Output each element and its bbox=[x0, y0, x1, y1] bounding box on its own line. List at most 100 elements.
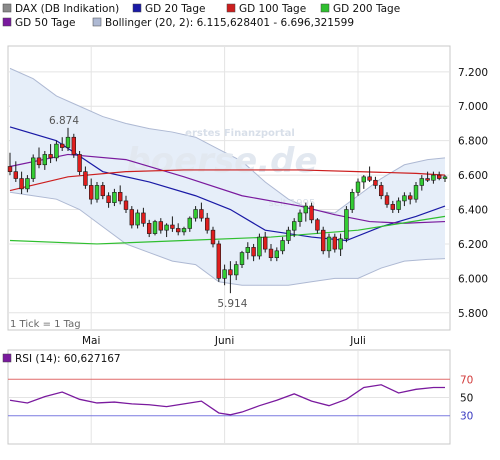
candle-down bbox=[176, 228, 181, 233]
candle-up bbox=[291, 221, 297, 231]
candle-up bbox=[65, 136, 71, 148]
candle-up bbox=[112, 192, 117, 203]
candle-down bbox=[390, 204, 395, 210]
price-ytick-label: 5.800 bbox=[458, 308, 488, 320]
legend-label: GD 200 Tage bbox=[333, 3, 400, 15]
candle-up bbox=[164, 224, 169, 231]
low-annotation: 5.914 bbox=[217, 298, 247, 310]
price-ytick-label: 6.000 bbox=[458, 273, 488, 285]
rsi-legend-swatch bbox=[2, 353, 12, 363]
candle-up bbox=[152, 221, 158, 234]
candle-down bbox=[129, 209, 134, 226]
legend-swatch bbox=[2, 17, 12, 27]
candle-down bbox=[251, 247, 256, 257]
candle-up bbox=[222, 269, 227, 279]
candle-up bbox=[349, 192, 355, 210]
price-ytick-label: 7.000 bbox=[458, 101, 488, 113]
price-ytick-label: 6.400 bbox=[458, 205, 488, 217]
candle-up bbox=[181, 228, 187, 233]
price-axes: 5.800 6.000 6.200 6.400 6.600 6.800 7.000 7.200… bbox=[82, 67, 488, 347]
candle-up bbox=[431, 174, 436, 181]
candle-up bbox=[338, 238, 343, 250]
bollinger-fill bbox=[10, 68, 445, 286]
candle-down bbox=[205, 217, 210, 231]
candle-down bbox=[59, 143, 65, 148]
candle-down bbox=[332, 236, 337, 250]
candle-up bbox=[54, 143, 59, 159]
legend-swatch bbox=[226, 3, 236, 13]
candle-down bbox=[141, 212, 146, 224]
tick-note: 1 Tick = 1 Tag bbox=[10, 319, 81, 330]
candle-down bbox=[71, 136, 77, 155]
rsi-ytick-label: 50 bbox=[460, 393, 473, 405]
candle-up bbox=[344, 209, 349, 240]
price-candles bbox=[7, 127, 448, 294]
moving-averages bbox=[9, 126, 446, 245]
candle-up bbox=[280, 240, 285, 252]
gd-200-line bbox=[9, 215, 446, 245]
candle-up bbox=[187, 217, 192, 229]
rsi-ytick-label: 30 bbox=[460, 411, 473, 423]
candle-down bbox=[19, 178, 24, 190]
candle-up bbox=[355, 181, 361, 193]
candle-down bbox=[7, 166, 13, 172]
month-label: Juni bbox=[214, 335, 234, 347]
candle-down bbox=[158, 221, 163, 231]
candle-up bbox=[361, 176, 366, 183]
candle-up bbox=[193, 209, 198, 219]
candle-up bbox=[286, 229, 291, 241]
candle-up bbox=[326, 236, 332, 252]
watermark-since: seit 1995 bbox=[269, 198, 316, 209]
candle-up bbox=[42, 154, 48, 166]
candle-down bbox=[210, 229, 216, 245]
legend-label: DAX (DB Indikation) bbox=[15, 3, 119, 15]
candle-up bbox=[413, 185, 419, 200]
candle-down bbox=[320, 229, 326, 252]
price-annotations: 6.874 5.914 1 Tick = 1 Tag bbox=[10, 115, 248, 330]
candle-down bbox=[268, 248, 274, 259]
candle-down bbox=[48, 154, 53, 159]
rsi-line bbox=[9, 384, 445, 416]
candle-down bbox=[89, 185, 94, 200]
candle-down bbox=[378, 185, 384, 197]
price-ytick-label: 6.200 bbox=[458, 239, 488, 251]
candle-up bbox=[30, 157, 36, 179]
price-ytick-label: 6.800 bbox=[458, 136, 488, 148]
candle-down bbox=[228, 269, 233, 276]
candle-up bbox=[402, 195, 407, 202]
candle-down bbox=[367, 176, 372, 181]
candle-down bbox=[425, 178, 430, 181]
candle-down bbox=[373, 179, 378, 186]
watermark: erstes Finanzportal boerse.de seit 1995 bbox=[126, 128, 317, 209]
legend-swatch bbox=[2, 3, 12, 13]
candle-up bbox=[297, 212, 303, 222]
legend-label: GD 100 Tage bbox=[239, 3, 306, 15]
candle-down bbox=[100, 185, 106, 197]
high-annotation: 6.874 bbox=[49, 115, 79, 127]
price-ytick-label: 7.200 bbox=[458, 67, 488, 79]
month-label: Juli bbox=[349, 335, 366, 347]
candle-up bbox=[303, 205, 308, 214]
candle-up bbox=[419, 178, 424, 186]
price-ytick-label: 6.600 bbox=[458, 170, 488, 182]
rsi-panel: RSI (14): 60,627167 30 50 70 bbox=[2, 353, 473, 423]
candle-down bbox=[36, 157, 42, 166]
candle-down bbox=[83, 171, 88, 186]
candle-down bbox=[123, 200, 129, 210]
rsi-ytick-label: 70 bbox=[460, 374, 473, 386]
legend-label: GD 50 Tage bbox=[15, 17, 76, 29]
candle-down bbox=[13, 171, 18, 179]
candle-up bbox=[25, 178, 30, 190]
rsi-title: RSI (14): 60,627167 bbox=[15, 353, 121, 365]
candle-down bbox=[216, 243, 221, 279]
legend-label: GD 20 Tage bbox=[145, 3, 206, 15]
legend-swatch bbox=[132, 3, 142, 13]
candle-up bbox=[396, 200, 401, 210]
candle-down bbox=[315, 219, 320, 231]
candle-down bbox=[77, 154, 82, 172]
candle-down bbox=[147, 222, 152, 234]
candle-up bbox=[234, 264, 239, 276]
candle-down bbox=[170, 224, 175, 229]
